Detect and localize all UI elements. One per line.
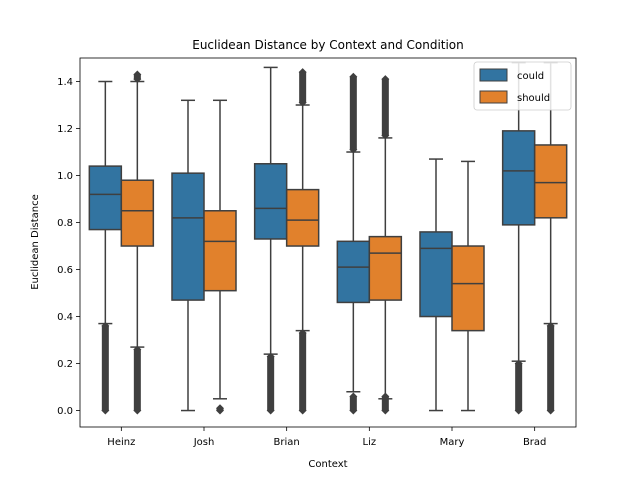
outliers-low-marker xyxy=(101,321,110,330)
box-should-liz xyxy=(368,75,403,415)
box-body xyxy=(451,245,485,332)
x-tick-label: Liz xyxy=(363,437,377,448)
x-axis: Heinz Josh Brian Liz Mary Brad xyxy=(107,427,546,448)
x-axis-label: Context xyxy=(308,459,347,470)
legend-label-could: could xyxy=(517,71,544,82)
y-tick-label: 0.4 xyxy=(57,312,73,323)
x-tick-label: Josh xyxy=(193,437,215,448)
outliers-low-marker xyxy=(546,406,555,415)
y-tick-label: 0.6 xyxy=(57,265,73,276)
x-tick-label: Brian xyxy=(274,437,300,448)
box-body xyxy=(368,235,403,301)
box-should-mary xyxy=(451,160,485,412)
y-tick-label: 0.8 xyxy=(57,218,73,229)
outliers-low xyxy=(299,332,307,411)
outliers-low-marker xyxy=(298,328,307,337)
box-could-brad xyxy=(501,61,536,415)
outliers-high xyxy=(299,72,307,103)
box-body xyxy=(285,188,320,247)
outliers-low xyxy=(101,325,109,411)
y-tick-label: 0.0 xyxy=(57,406,73,417)
legend: could should xyxy=(473,61,572,111)
box-could-mary xyxy=(419,158,453,412)
outliers-low-marker xyxy=(216,406,224,415)
x-tick-label: Mary xyxy=(440,437,465,448)
outliers-low-marker xyxy=(133,345,142,354)
box-could-heinz xyxy=(88,80,123,415)
legend-swatch-should xyxy=(479,90,508,104)
box-could-brian xyxy=(253,66,288,415)
outliers-high-marker xyxy=(133,70,142,79)
box-should-josh xyxy=(203,99,237,415)
outliers-low-marker xyxy=(266,352,275,361)
outliers-low-marker xyxy=(349,392,358,401)
outliers-low xyxy=(349,396,357,411)
box-could-liz xyxy=(336,72,371,415)
outliers-high-marker xyxy=(298,68,307,77)
outliers-low-marker xyxy=(133,406,142,415)
outliers-low xyxy=(381,396,389,411)
outliers-high-marker xyxy=(298,98,307,107)
outliers-low-marker xyxy=(546,321,555,330)
box-could-josh xyxy=(171,99,205,412)
box-should-brad xyxy=(533,61,568,415)
y-tick-label: 1.0 xyxy=(57,171,73,182)
y-axis-label: Euclidean Distance xyxy=(30,194,41,290)
x-tick-label: Heinz xyxy=(107,437,135,448)
box-body xyxy=(171,172,205,301)
y-tick-label: 1.2 xyxy=(57,124,73,135)
axes-frame xyxy=(79,57,577,428)
outliers-high-marker xyxy=(133,75,142,84)
outliers-high xyxy=(381,79,389,136)
box-body xyxy=(501,130,536,226)
outliers-low-marker xyxy=(514,359,523,368)
box-should-brian xyxy=(285,68,320,415)
outliers-low-marker xyxy=(381,392,390,401)
outliers-low-marker xyxy=(349,406,358,415)
outliers-high-marker xyxy=(349,72,358,81)
outliers-high xyxy=(349,76,357,150)
y-tick-label: 1.4 xyxy=(57,77,73,88)
box-body xyxy=(253,163,288,240)
y-axis: 0.0 0.2 0.4 0.6 0.8 1.0 1.2 1.4 xyxy=(57,77,80,417)
plot-area xyxy=(88,61,568,415)
outliers-high-marker xyxy=(381,75,390,84)
box-body xyxy=(419,231,453,318)
outliers-low-marker xyxy=(298,406,307,415)
outliers-low-marker xyxy=(514,406,523,415)
box-should-heinz xyxy=(120,70,155,415)
outliers-high-marker xyxy=(349,145,358,154)
outliers-low xyxy=(547,325,555,411)
legend-swatch-could xyxy=(479,68,508,82)
legend-label-should: should xyxy=(517,93,550,104)
box-body xyxy=(88,165,123,231)
box-body xyxy=(120,179,155,247)
x-tick-label: Brad xyxy=(523,437,546,448)
outliers-high-marker xyxy=(381,131,390,140)
box-body xyxy=(203,210,237,292)
outliers-low-marker xyxy=(266,406,275,415)
outliers-low xyxy=(515,363,523,411)
outliers-low xyxy=(267,356,275,411)
y-tick-label: 0.2 xyxy=(57,359,73,370)
box-body xyxy=(533,144,568,219)
chart-title: Euclidean Distance by Context and Condit… xyxy=(192,38,464,52)
outliers-low-marker xyxy=(381,406,390,415)
box-body xyxy=(336,240,371,304)
outliers-low xyxy=(133,349,141,411)
outliers-low-marker xyxy=(101,406,110,415)
